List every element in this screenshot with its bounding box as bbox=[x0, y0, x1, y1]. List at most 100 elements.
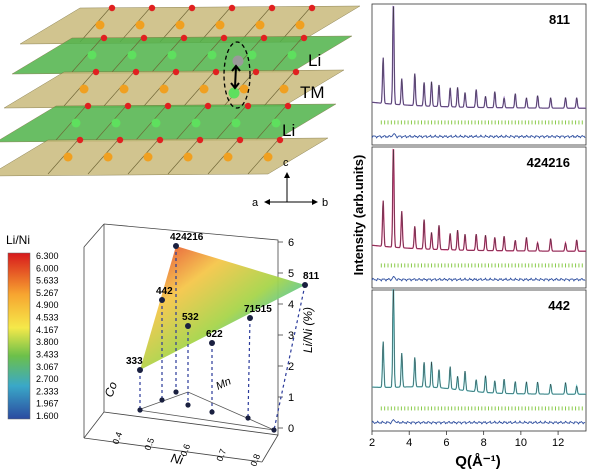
xrd-x-axis: 2 4 6 8 10 12 bbox=[369, 431, 564, 449]
exchange-arrow-icon bbox=[230, 64, 241, 90]
legend-ticks: 6.300 6.000 5.633 5.267 4.900 4.533 4.167 3.800… bbox=[36, 251, 59, 421]
ni-tick-label: 0.6 bbox=[178, 443, 192, 458]
oxygen-atom bbox=[308, 4, 316, 12]
crystal-edge bbox=[175, 105, 207, 141]
xrd-panels: 811 424216 442 bbox=[371, 3, 587, 432]
composition-label: 424216 bbox=[170, 232, 204, 243]
composition-label: 532 bbox=[182, 312, 199, 323]
xrd-panel-label: 424216 bbox=[527, 155, 570, 170]
legend-tick-label: 4.167 bbox=[36, 325, 59, 335]
legend-tick-label: 3.800 bbox=[36, 337, 59, 347]
oxygen-atom bbox=[148, 4, 156, 12]
oxygen-atom bbox=[92, 68, 100, 76]
xrd-panel-label: 442 bbox=[548, 298, 570, 313]
oxygen-atom bbox=[228, 4, 236, 12]
oxygen-atom bbox=[140, 34, 148, 42]
z-tick-label: 4 bbox=[288, 299, 294, 311]
crystal-edge bbox=[79, 7, 111, 43]
crystal-atom bbox=[159, 84, 169, 94]
xrd-x-axis-label: Q(Å⁻¹) bbox=[455, 453, 500, 470]
crystal-edge bbox=[263, 71, 295, 107]
xrd-x-tick-label: 12 bbox=[552, 437, 564, 449]
oxygen-atom bbox=[236, 136, 244, 144]
ni-axis-label: Ni bbox=[169, 450, 185, 467]
legend-tick-label: 2.700 bbox=[36, 374, 59, 384]
crystal-edge bbox=[111, 37, 143, 73]
xrd-x-tick-label: 2 bbox=[369, 437, 375, 449]
z-axis-label: Li/Ni (%) bbox=[301, 307, 315, 353]
legend-title: Li/Ni bbox=[6, 233, 30, 247]
oxygen-atom bbox=[76, 136, 84, 144]
co-axis-label: Co bbox=[102, 380, 121, 400]
oxygen-atom bbox=[84, 102, 92, 110]
z-tick-label: 2 bbox=[288, 361, 294, 373]
legend-tick-label: 6.300 bbox=[36, 251, 59, 261]
xrd-difference-curve bbox=[371, 133, 586, 139]
composition-base-point bbox=[209, 409, 215, 415]
crystal-atom bbox=[87, 50, 97, 60]
oxygen-atom bbox=[268, 4, 276, 12]
crystal-slab bbox=[0, 137, 329, 177]
composition-point bbox=[137, 367, 143, 373]
axis-b-label: b bbox=[322, 197, 328, 209]
oxygen-atom bbox=[252, 68, 260, 76]
crystal-atom bbox=[199, 84, 209, 94]
crystal-edge bbox=[119, 7, 151, 43]
oxygen-atom bbox=[108, 4, 116, 12]
oxygen-atom bbox=[220, 34, 228, 42]
crystal-edge bbox=[127, 139, 159, 175]
xrd-x-tick-label: 8 bbox=[481, 437, 487, 449]
crystal-edge bbox=[247, 139, 279, 175]
point-drop-lines bbox=[139, 246, 306, 431]
ternary-3d-plot: Li/Ni 6.300 6.000 5.633 5.267 4.900 4.533 4.16… bbox=[6, 223, 320, 468]
crystal-atom bbox=[279, 84, 289, 94]
axis-a-label: a bbox=[252, 197, 259, 209]
exchange-highlight-ellipse bbox=[223, 41, 251, 109]
crystal-edge bbox=[143, 71, 175, 107]
crystal-edge bbox=[191, 37, 223, 73]
legend-tick-label: 3.067 bbox=[36, 362, 59, 372]
crystal-atom bbox=[287, 50, 297, 60]
composition-point bbox=[209, 340, 215, 346]
crystal-atom bbox=[255, 20, 265, 30]
legend-colorbar bbox=[7, 252, 31, 420]
plot-box bbox=[83, 223, 279, 463]
ni-tick-label: 0.4 bbox=[110, 431, 124, 446]
crystal-edge bbox=[87, 139, 119, 175]
legend-tick-label: 4.533 bbox=[36, 313, 59, 323]
drop-line bbox=[247, 317, 251, 419]
axis-c-label: c bbox=[283, 157, 289, 169]
crystal-atom bbox=[143, 152, 153, 162]
oxygen-atom bbox=[292, 68, 300, 76]
z-axis-ticks: 0 1 2 3 4 5 6 bbox=[278, 237, 294, 435]
composition-base-point bbox=[137, 407, 143, 413]
crystal-atom bbox=[191, 118, 201, 128]
composition-base-point bbox=[271, 427, 277, 433]
crystal-atom bbox=[135, 20, 145, 30]
composition-label: 71515 bbox=[244, 304, 272, 315]
legend-tick-label: 4.900 bbox=[36, 300, 59, 310]
legend-tick-label: 6.000 bbox=[36, 263, 59, 273]
composition-point bbox=[173, 243, 179, 249]
crystal-atom bbox=[263, 152, 273, 162]
crystal-edge bbox=[159, 7, 191, 43]
crystal-edge bbox=[199, 7, 231, 43]
oxygen-atom bbox=[116, 136, 124, 144]
xrd-panel-label: 811 bbox=[549, 12, 570, 27]
layer-label-tm: TM bbox=[300, 83, 325, 102]
xrd-x-tick-label: 4 bbox=[406, 437, 412, 449]
layer-label-li-top: Li bbox=[308, 51, 321, 70]
crystal-edge bbox=[151, 37, 183, 73]
crystal-edge bbox=[207, 139, 239, 175]
composition-point bbox=[185, 323, 191, 329]
crystal-atom bbox=[183, 152, 193, 162]
crystal-edge bbox=[215, 105, 247, 141]
oxygen-atom bbox=[180, 34, 188, 42]
lattice-axes: c a b bbox=[252, 157, 328, 209]
composition-base-point bbox=[173, 389, 179, 395]
crystal-edge bbox=[135, 105, 167, 141]
crystal-atom bbox=[79, 84, 89, 94]
oxygen-atom bbox=[284, 102, 292, 110]
xrd-calculated-curve bbox=[371, 289, 586, 395]
